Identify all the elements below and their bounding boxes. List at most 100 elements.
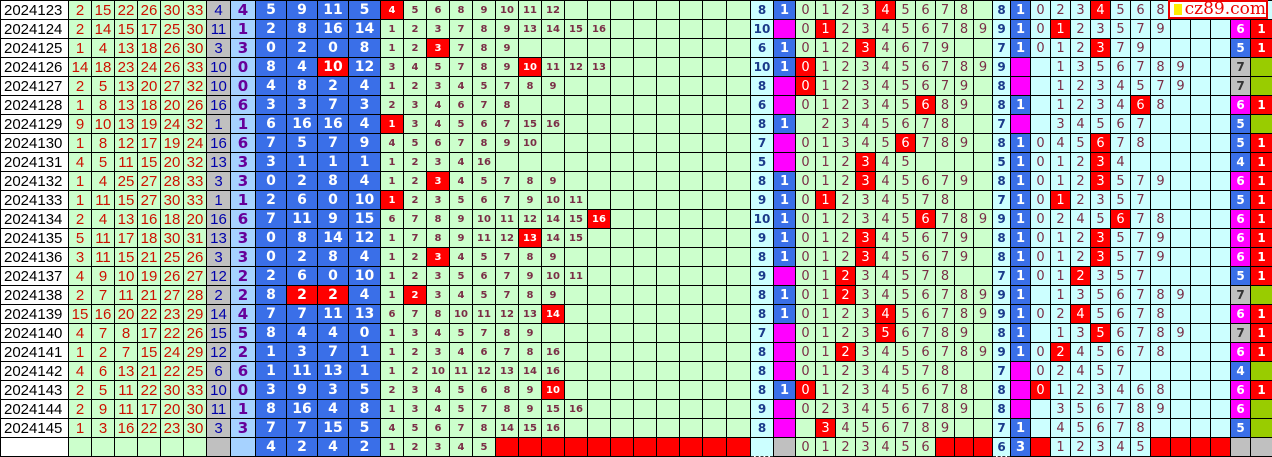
digit-cell: 2	[835, 38, 856, 58]
result-flag	[1250, 285, 1272, 305]
hit-marker: 1	[773, 171, 796, 191]
candidate-number: 10	[518, 133, 542, 153]
hit-marker	[773, 342, 796, 362]
digit-hit-marker: 1	[1010, 209, 1031, 229]
tail-digit-cell: 3	[1070, 0, 1091, 20]
empty-cell	[726, 304, 751, 324]
digit-cell: 2	[835, 19, 856, 39]
blue-ball-tail: 1	[230, 399, 256, 419]
digit-cell: 2	[835, 152, 856, 172]
empty-cell	[610, 266, 634, 286]
red-ball: 25	[183, 361, 207, 381]
candidate-number: 7	[472, 399, 496, 419]
digit-cell: 7	[935, 0, 955, 20]
result-flag	[1250, 114, 1272, 134]
digit-cell: 6	[915, 228, 936, 248]
excluded-cell	[495, 437, 519, 457]
empty-cell	[679, 342, 703, 362]
blue-ball-tail: 0	[230, 57, 256, 77]
empty-cell	[610, 190, 634, 210]
tail-digit-cell: 0	[1030, 133, 1051, 153]
digit-cell: 0	[795, 171, 816, 191]
empty-cell	[1210, 190, 1231, 210]
empty-cell	[633, 19, 657, 39]
digit-cell: 6	[895, 399, 916, 419]
tail-digit-cell: 4	[1090, 0, 1111, 20]
derived-value: 16	[317, 114, 349, 134]
blue-ball: 3	[206, 247, 231, 267]
candidate-count: 9	[750, 399, 774, 419]
candidate-number: 3	[403, 399, 427, 419]
candidate-number: 3	[403, 380, 427, 400]
digit-cell: 9	[954, 323, 974, 343]
digit-count: 7	[992, 266, 1011, 286]
digit-cell: 7	[935, 171, 955, 191]
candidate-number: 1	[380, 323, 404, 343]
derived-value: 7	[317, 95, 349, 115]
empty-cell	[633, 38, 657, 58]
candidate-number: 2	[403, 266, 427, 286]
derived-value: 8	[286, 228, 318, 248]
red-ball: 20	[114, 304, 138, 324]
empty-cell	[935, 152, 955, 172]
empty-cell	[1030, 95, 1051, 115]
blue-ball: 16	[206, 133, 231, 153]
empty-cell	[1130, 361, 1151, 381]
empty-cell	[1170, 19, 1191, 39]
digit-cell: 9	[973, 19, 993, 39]
red-ball: 5	[68, 228, 92, 248]
empty-cell	[1190, 114, 1211, 134]
result-flag: 1	[1250, 209, 1272, 229]
digit-cell: 0	[795, 361, 816, 381]
empty-cell	[954, 418, 974, 438]
tail-digit-cell: 9	[1150, 171, 1171, 191]
red-ball: 27	[160, 285, 184, 305]
red-ball: 21	[137, 361, 161, 381]
summary-badge: 5	[1230, 133, 1251, 153]
empty-cell	[1170, 38, 1191, 58]
table-row: 2024143 2 5 11 22 30 33 10 0 3 9 3 5 2 3 4 5 6 8 9 10 8 1 0 1 2 3 4…	[0, 380, 1272, 400]
tail-digit-cell: 4	[1110, 76, 1131, 96]
red-ball: 26	[183, 323, 207, 343]
empty-cell	[973, 95, 993, 115]
empty-cell	[114, 437, 138, 457]
tail-digit-cell: 7	[1130, 209, 1151, 229]
forecast-digit: 4	[875, 437, 896, 457]
digit-cell: 0	[795, 380, 816, 400]
empty-cell	[564, 0, 588, 20]
red-ball: 30	[160, 228, 184, 248]
digit-cell: 7	[935, 247, 955, 267]
candidate-number: 2	[403, 19, 427, 39]
candidate-number: 2	[403, 342, 427, 362]
empty-cell	[973, 190, 993, 210]
empty-cell	[726, 0, 751, 20]
tail-digit-cell: 7	[1130, 285, 1151, 305]
candidate-number: 9	[518, 380, 542, 400]
empty-cell	[1030, 76, 1051, 96]
table-row: 2024125 1 4 13 18 26 30 3 3 0 2 0 8 1 2 3 7 8 9 6 1 0 1 2 3 4 6 7 9 7…	[0, 38, 1272, 58]
candidate-number: 1	[380, 152, 404, 172]
forecast-tail-digit: 1	[1050, 437, 1071, 457]
digit-cell: 6	[915, 342, 936, 362]
issue-number: 2024142	[0, 361, 69, 381]
empty-cell	[1170, 418, 1191, 438]
tail-digit-cell: 2	[1070, 247, 1091, 267]
issue-number: 2024133	[0, 190, 69, 210]
candidate-number: 3	[403, 95, 427, 115]
issue-number: 2024140	[0, 323, 69, 343]
empty-cell	[702, 209, 727, 229]
tail-digit-cell: 0	[1030, 209, 1051, 229]
derived-value: 1	[348, 152, 381, 172]
digit-cell: 1	[815, 57, 836, 77]
candidate-number: 13	[518, 19, 542, 39]
derived-value: 3	[255, 380, 287, 400]
empty-cell	[1170, 133, 1191, 153]
red-ball: 17	[137, 399, 161, 419]
tail-digit-cell: 3	[1070, 285, 1091, 305]
empty-cell	[610, 304, 634, 324]
empty-cell	[1210, 133, 1231, 153]
result-flag	[1250, 76, 1272, 96]
tail-digit-cell: 2	[1050, 0, 1071, 20]
digit-cell: 0	[795, 76, 816, 96]
digit-cell: 9	[954, 95, 974, 115]
